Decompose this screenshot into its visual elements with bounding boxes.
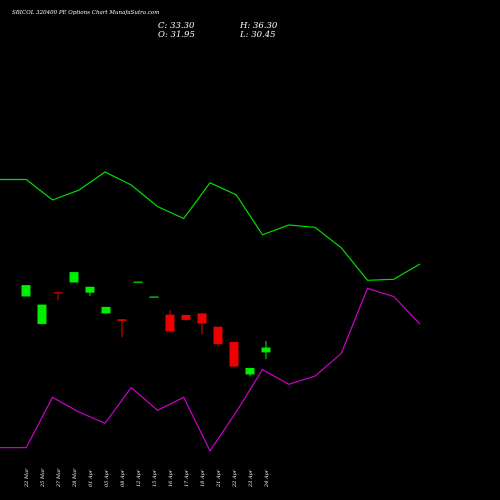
x-tick-label: 23 Apr <box>248 469 254 488</box>
x-tick-label: 28 Mar <box>72 468 78 488</box>
close-value: C: 33.30 <box>158 21 195 31</box>
x-tick-label: 17 Apr <box>184 469 190 487</box>
candle-body <box>197 313 207 324</box>
chart-title: SBICOL 320400 PE Options Chart MunafaSut… <box>12 10 159 16</box>
x-tick-label: 22 Mar <box>24 468 30 488</box>
candle-body <box>213 326 223 345</box>
candle-body <box>53 292 63 294</box>
candle-body <box>21 285 31 297</box>
x-tick-label: 16 Apr <box>168 469 174 487</box>
x-tick-label: 08 Apr <box>120 469 126 487</box>
candle-body <box>117 319 127 321</box>
x-axis-ticks: 22 Mar 25 Mar 27 Mar 28 Mar 01 Apr 05 Apr 08 A… <box>24 468 270 488</box>
x-tick-label: 01 Apr <box>88 469 94 487</box>
candle-body <box>229 342 239 367</box>
candle-body <box>69 272 79 283</box>
magenta-series-line <box>0 287 421 453</box>
x-tick-label: 18 Apr <box>200 469 206 487</box>
x-tick-label: 27 Mar <box>56 468 62 488</box>
x-tick-label: 24 Apr <box>264 469 270 488</box>
candle-body <box>245 368 255 375</box>
candle-body <box>101 306 111 314</box>
candle-body <box>85 286 95 293</box>
candle-body <box>165 314 175 332</box>
candles-group <box>21 272 271 377</box>
open-value: O: 31.95 <box>158 30 195 40</box>
candle-body <box>149 296 159 298</box>
low-value: L: 30.45 <box>239 30 276 40</box>
x-tick-label: 12 Apr <box>136 469 142 487</box>
x-tick-label: 25 Mar <box>40 468 46 488</box>
x-tick-label: 05 Apr <box>104 469 110 487</box>
high-value: H: 36.30 <box>239 21 278 31</box>
x-tick-label: 15 Apr <box>152 469 158 487</box>
candle-body <box>181 315 191 320</box>
candle-body <box>133 281 143 283</box>
candle-body <box>261 347 271 353</box>
green-series-line <box>0 171 421 281</box>
x-tick-label: 21 Apr <box>216 469 222 488</box>
candle-body <box>37 304 47 325</box>
x-tick-label: 22 Apr <box>232 469 238 488</box>
